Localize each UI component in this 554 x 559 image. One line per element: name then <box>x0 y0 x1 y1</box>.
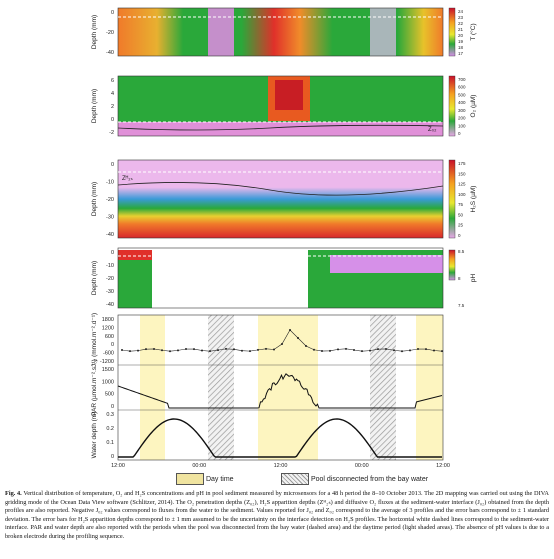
axis-tick-label: 0.2 <box>106 426 114 432</box>
axis-tick-label: 500 <box>458 92 466 97</box>
temperature-panel <box>118 8 455 56</box>
par-ylabel: PAR (µmol.m⁻².s⁻¹) <box>91 359 98 416</box>
axis-tick-label: 0 <box>111 162 114 168</box>
axis-tick-label: 8.5 <box>458 249 465 254</box>
axis-tick-label: -2 <box>109 130 114 136</box>
x-tick-label: 12:00 <box>436 463 450 469</box>
axis-tick-label: 6 <box>111 78 114 84</box>
axis-tick-label: 20 <box>458 33 464 38</box>
axis-tick-label: -40 <box>106 302 114 308</box>
axis-tick-label: -30 <box>106 215 114 221</box>
axis-tick-label: -1200 <box>100 359 114 365</box>
x-tick-label: 12:00 <box>274 463 288 469</box>
axis-tick-label: 1000 <box>102 379 114 385</box>
caption-text: Vertical distribution of temperature, O₂… <box>5 490 549 540</box>
ph-cbar-label: pH <box>470 274 477 283</box>
legend-pool: Pool disconnected from the bay water <box>281 473 428 485</box>
legend-daytime: Day time <box>176 473 234 485</box>
axis-tick-label: 175 <box>458 161 466 166</box>
figure-caption: Fig. 4. Vertical distribution of tempera… <box>5 490 549 541</box>
axis-tick-label: 8 <box>458 276 461 281</box>
axis-tick-label: 75 <box>458 202 464 207</box>
axis-tick-label: 300 <box>458 108 466 113</box>
oxygen-ylabel: Depth (mm) <box>91 89 98 123</box>
axis-tick-label: 600 <box>458 85 466 90</box>
ph-ylabel: Depth (mm) <box>91 261 98 295</box>
axis-tick-label: 0 <box>458 233 461 238</box>
axis-tick-label: 700 <box>458 77 466 82</box>
axis-tick-label: 50 <box>458 212 464 217</box>
legend-daytime-label: Day time <box>206 476 234 483</box>
axis-tick-label: 0 <box>111 117 114 123</box>
axis-tick-label: 500 <box>105 392 114 398</box>
axis-tick-label: 22 <box>458 21 464 26</box>
ph-panel <box>118 248 455 308</box>
oxygen-annotation: Z₀₂ <box>428 127 437 133</box>
axis-tick-label: 0.1 <box>106 440 114 446</box>
x-tick-label: 12:00 <box>111 463 125 469</box>
caption-title: Fig. 4. <box>5 490 22 497</box>
oxygen-panel <box>118 76 455 136</box>
axis-tick-label: 7.5 <box>458 303 465 308</box>
water-ylabel: Water depth (m) <box>91 412 98 459</box>
axis-tick-label: 23 <box>458 15 464 20</box>
x-tick-label: 00:00 <box>355 463 369 469</box>
axis-tick-label: -30 <box>106 289 114 295</box>
h2s-ylabel: Depth (mm) <box>91 182 98 216</box>
x-tick-label: 00:00 <box>192 463 206 469</box>
h2s-cbar-label: H₂S (µM) <box>470 186 477 213</box>
h2s-panel <box>118 160 455 238</box>
axis-tick-label: 1500 <box>102 367 114 373</box>
axis-tick-label: -40 <box>106 232 114 238</box>
axis-tick-label: 0 <box>111 404 114 410</box>
axis-tick-label: -40 <box>106 50 114 56</box>
timeseries-backgrounds <box>118 315 443 460</box>
axis-tick-label: 25 <box>458 223 464 228</box>
axis-tick-label: -20 <box>106 276 114 282</box>
axis-tick-label: 21 <box>458 27 464 32</box>
axis-tick-label: -10 <box>106 180 114 186</box>
axis-tick-label: 200 <box>458 116 466 121</box>
axis-tick-label: 150 <box>458 171 466 176</box>
oxygen-cbar-label: O₂ (µM) <box>470 95 477 118</box>
axis-tick-label: 125 <box>458 182 466 187</box>
axis-tick-label: 19 <box>458 39 464 44</box>
axis-tick-label: 0 <box>458 131 461 136</box>
axis-tick-label: 4 <box>111 91 114 97</box>
axis-tick-label: 0.3 <box>106 412 114 418</box>
daytime-swatch <box>176 473 204 485</box>
axis-tick-label: 2 <box>111 104 114 110</box>
axis-tick-label: 600 <box>105 334 114 340</box>
axis-tick-label: 1800 <box>102 317 114 323</box>
axis-tick-label: 0 <box>111 342 114 348</box>
axis-tick-label: 100 <box>458 192 466 197</box>
figure-panels: 0-20-40Depth (mm)2423222120191817T (°C)6… <box>0 0 554 470</box>
pool-swatch <box>281 473 309 485</box>
legend-pool-label: Pool disconnected from the bay water <box>311 476 428 483</box>
axis-tick-label: -20 <box>106 30 114 36</box>
axis-tick-label: 100 <box>458 123 466 128</box>
temperature-ylabel: Depth (mm) <box>91 15 98 49</box>
axis-tick-label: 24 <box>458 9 464 14</box>
axis-tick-label: 0 <box>111 250 114 256</box>
axis-tick-label: 1200 <box>102 325 114 331</box>
axis-tick-label: 0 <box>111 454 114 460</box>
axis-tick-label: -600 <box>103 351 114 357</box>
axis-tick-label: -10 <box>106 263 114 269</box>
axis-tick-label: -20 <box>106 197 114 203</box>
temperature-cbar-label: T (°C) <box>469 23 477 40</box>
axis-tick-label: 18 <box>458 45 464 50</box>
jo2-ylabel: J₀₂ (mmol.m⁻².d⁻¹) <box>91 313 98 367</box>
axis-tick-label: 17 <box>458 51 464 56</box>
axis-tick-label: 400 <box>458 100 466 105</box>
h2s-annotation: Zᴴ₂ₛ <box>122 175 133 182</box>
axis-tick-label: 0 <box>111 10 114 16</box>
